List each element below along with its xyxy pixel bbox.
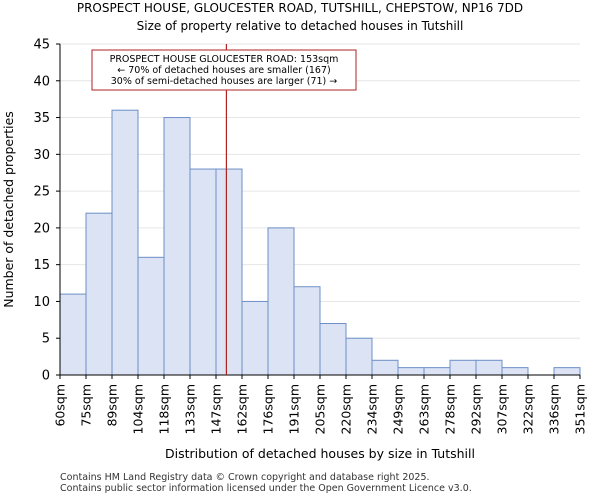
x-tick-label: 322sqm bbox=[521, 384, 536, 434]
histogram-bar bbox=[553, 367, 581, 376]
chart-title: PROSPECT HOUSE, GLOUCESTER ROAD, TUTSHIL… bbox=[76, 1, 524, 15]
x-tick-label: 351sqm bbox=[573, 384, 588, 434]
x-tick-label: 336sqm bbox=[547, 384, 562, 434]
x-tick-label: 147sqm bbox=[209, 384, 224, 434]
x-tick-label: 75sqm bbox=[79, 384, 94, 427]
histogram-bar bbox=[319, 323, 347, 376]
histogram-bar bbox=[293, 286, 321, 376]
x-tick-label: 133sqm bbox=[183, 384, 198, 434]
y-axis-title: Number of detached properties bbox=[1, 111, 16, 308]
annotation-box bbox=[91, 49, 357, 91]
x-tick-label: 249sqm bbox=[391, 384, 406, 434]
annotation-line-2: ← 70% of detached houses are smaller (16… bbox=[117, 65, 330, 76]
x-tick-label: 278sqm bbox=[443, 384, 458, 434]
y-tick-label: 20 bbox=[33, 221, 50, 236]
histogram-bar bbox=[163, 117, 191, 376]
x-axis-title: Distribution of detached houses by size … bbox=[165, 446, 475, 461]
footer-line-1: Contains HM Land Registry data © Crown c… bbox=[60, 472, 430, 483]
histogram-bar bbox=[501, 367, 529, 376]
y-tick-label: 40 bbox=[33, 74, 50, 89]
histogram-bar bbox=[85, 212, 113, 376]
y-tick-label: 25 bbox=[33, 185, 50, 200]
histogram-bar bbox=[59, 293, 87, 376]
chart-subtitle: Size of property relative to detached ho… bbox=[136, 19, 464, 33]
x-tick-label: 292sqm bbox=[469, 384, 484, 434]
annotation-line-3: 30% of semi-detached houses are larger (… bbox=[111, 76, 338, 87]
histogram-bar bbox=[189, 168, 217, 376]
histogram-bar bbox=[475, 359, 503, 376]
x-tick-label: 263sqm bbox=[417, 384, 432, 434]
x-tick-label: 118sqm bbox=[157, 384, 172, 434]
histogram-bar bbox=[345, 337, 373, 376]
x-tick-label: 60sqm bbox=[53, 384, 68, 427]
histogram-bar bbox=[111, 109, 139, 376]
bars-layer bbox=[59, 109, 581, 376]
x-tick-label: 220sqm bbox=[339, 384, 354, 434]
histogram-bar bbox=[215, 168, 243, 376]
y-tick-label: 0 bbox=[42, 369, 50, 384]
x-tick-label: 205sqm bbox=[313, 384, 328, 434]
x-tick-label: 176sqm bbox=[261, 384, 276, 434]
histogram-bar bbox=[397, 367, 425, 376]
y-tick-label: 5 bbox=[42, 332, 50, 347]
histogram-bar bbox=[423, 367, 451, 376]
footer-line-2: Contains public sector information licen… bbox=[60, 483, 472, 494]
x-tick-label: 89sqm bbox=[105, 384, 120, 427]
x-tick-label: 162sqm bbox=[235, 384, 250, 434]
x-tick-label: 307sqm bbox=[495, 384, 510, 434]
x-tick-label: 104sqm bbox=[131, 384, 146, 434]
annotation-layer: PROSPECT HOUSE GLOUCESTER ROAD: 153sqm← … bbox=[91, 49, 357, 91]
y-tick-label: 35 bbox=[33, 111, 50, 126]
histogram-bar bbox=[449, 359, 477, 376]
y-tick-label: 15 bbox=[33, 258, 50, 273]
annotation-line-1: PROSPECT HOUSE GLOUCESTER ROAD: 153sqm bbox=[110, 54, 339, 65]
y-tick-label: 10 bbox=[33, 295, 50, 310]
histogram-bar bbox=[371, 359, 399, 376]
histogram-bar bbox=[137, 256, 165, 376]
histogram-bar bbox=[241, 300, 269, 376]
x-tick-label: 191sqm bbox=[287, 384, 302, 434]
histogram-bar bbox=[267, 227, 295, 376]
y-tick-label: 45 bbox=[33, 38, 50, 53]
y-tick-label: 30 bbox=[33, 148, 50, 163]
x-tick-label: 234sqm bbox=[365, 384, 380, 434]
ticks-layer: 0 5 10 15 20 25 30 35 40 45 60sqm 75sqm 89sqm 104sqm 1… bbox=[33, 38, 587, 435]
